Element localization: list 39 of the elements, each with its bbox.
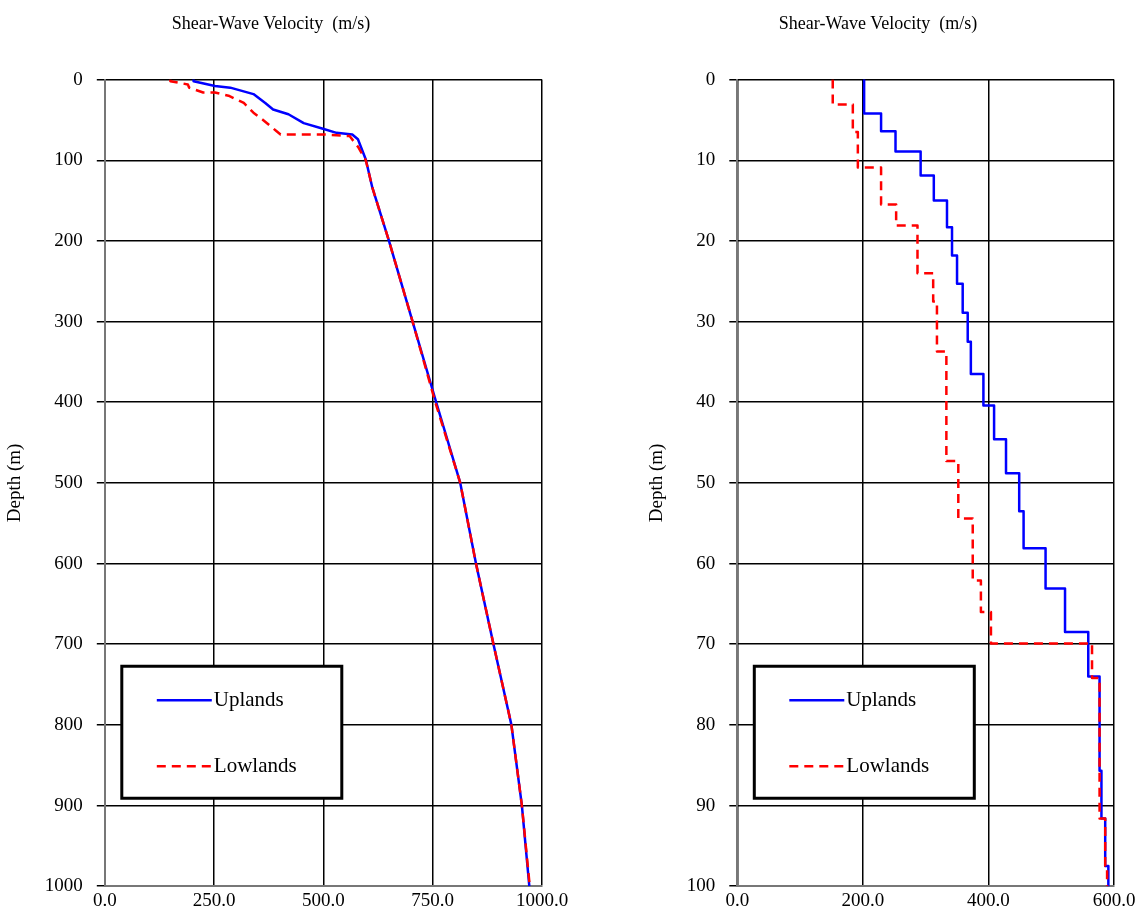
y-tick-label: 900 [54,793,83,815]
y-tick-label: 100 [54,148,83,170]
x-tick-label: 1000.0 [515,888,569,910]
y-tick-label: 500 [54,470,83,492]
x-tick-label: 200.0 [841,888,885,910]
y-tick-label: 400 [54,390,83,412]
y-tick-label: 70 [696,632,716,654]
x-tick-label: 0.0 [92,888,117,910]
legend-label: Uplands [213,686,284,711]
x-tick-label: 0.0 [725,888,750,910]
legend-label: Uplands [846,686,917,711]
legend-label: Lowlands [846,752,930,777]
y-axis-title: Depth (m) [3,443,26,523]
y-tick-label: 10 [696,148,716,170]
y-axis-title: Depth (m) [645,443,668,523]
y-tick-label: 0 [705,67,716,89]
x-axis-title: Shear-Wave Velocity (m/s) [778,12,978,34]
x-tick-label: 250.0 [192,888,236,910]
legend-label: Lowlands [213,752,297,777]
x-tick-label: 600.0 [1092,888,1136,910]
y-tick-label: 200 [54,228,83,250]
x-tick-label: 400.0 [967,888,1010,910]
y-tick-label: 50 [696,470,716,492]
y-tick-label: 90 [696,793,716,815]
x-tick-label: 750.0 [411,888,455,910]
y-tick-label: 600 [54,551,83,573]
y-tick-label: 20 [696,228,716,250]
y-tick-label: 30 [696,309,716,331]
y-tick-label: 0 [73,67,83,89]
y-tick-label: 80 [696,712,716,734]
y-tick-label: 1000 [44,874,83,896]
y-tick-label: 40 [696,390,716,412]
x-tick-label: 500.0 [302,888,345,910]
x-axis-title: Shear-Wave Velocity (m/s) [171,12,371,34]
y-tick-label: 700 [54,632,83,654]
y-tick-label: 100 [686,874,716,896]
y-tick-label: 800 [54,712,83,734]
y-tick-label: 60 [696,551,716,573]
y-tick-label: 300 [54,309,83,331]
